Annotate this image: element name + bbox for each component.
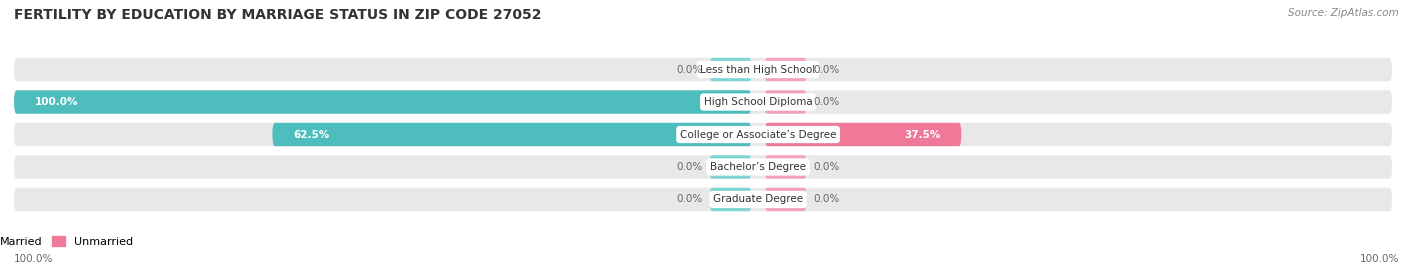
Text: High School Diploma: High School Diploma — [704, 97, 813, 107]
Text: 0.0%: 0.0% — [676, 162, 703, 172]
Text: Less than High School: Less than High School — [700, 65, 815, 75]
Text: 0.0%: 0.0% — [813, 97, 839, 107]
Text: 0.0%: 0.0% — [813, 162, 839, 172]
Text: 0.0%: 0.0% — [676, 194, 703, 204]
Text: Bachelor’s Degree: Bachelor’s Degree — [710, 162, 806, 172]
Legend: Married, Unmarried: Married, Unmarried — [0, 232, 138, 252]
FancyBboxPatch shape — [14, 123, 1392, 146]
Text: 100.0%: 100.0% — [1360, 254, 1399, 264]
Text: Graduate Degree: Graduate Degree — [713, 194, 803, 204]
FancyBboxPatch shape — [765, 123, 962, 146]
Text: 0.0%: 0.0% — [813, 194, 839, 204]
FancyBboxPatch shape — [14, 58, 1392, 81]
FancyBboxPatch shape — [765, 58, 807, 81]
Text: 100.0%: 100.0% — [35, 97, 79, 107]
Text: Source: ZipAtlas.com: Source: ZipAtlas.com — [1288, 8, 1399, 18]
Text: College or Associate’s Degree: College or Associate’s Degree — [681, 129, 837, 140]
FancyBboxPatch shape — [710, 188, 751, 211]
FancyBboxPatch shape — [14, 155, 1392, 179]
FancyBboxPatch shape — [710, 155, 751, 179]
FancyBboxPatch shape — [14, 90, 1392, 114]
FancyBboxPatch shape — [765, 90, 807, 114]
FancyBboxPatch shape — [765, 155, 807, 179]
Text: 62.5%: 62.5% — [292, 129, 329, 140]
FancyBboxPatch shape — [273, 123, 751, 146]
FancyBboxPatch shape — [14, 188, 1392, 211]
FancyBboxPatch shape — [710, 58, 751, 81]
FancyBboxPatch shape — [14, 90, 751, 114]
Text: 37.5%: 37.5% — [904, 129, 941, 140]
Text: FERTILITY BY EDUCATION BY MARRIAGE STATUS IN ZIP CODE 27052: FERTILITY BY EDUCATION BY MARRIAGE STATU… — [14, 8, 541, 22]
Text: 0.0%: 0.0% — [676, 65, 703, 75]
FancyBboxPatch shape — [765, 188, 807, 211]
Text: 100.0%: 100.0% — [14, 254, 53, 264]
Text: 0.0%: 0.0% — [813, 65, 839, 75]
